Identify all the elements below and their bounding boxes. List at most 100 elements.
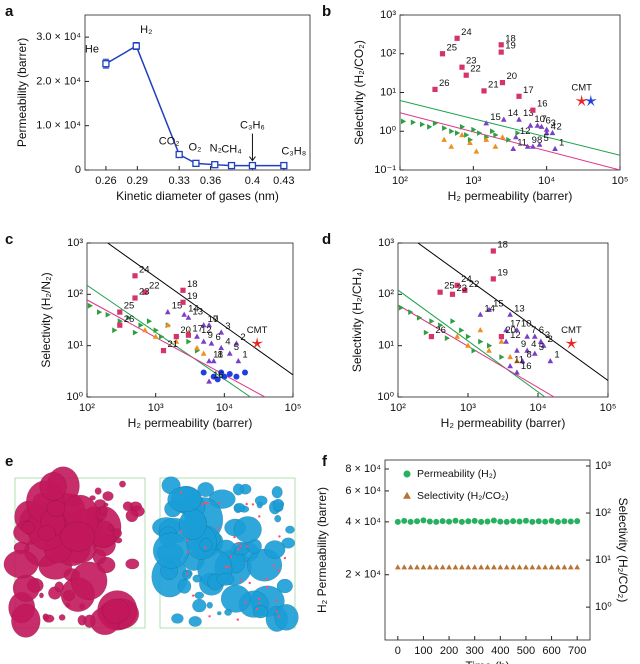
x-tick-label: 600 (542, 645, 560, 657)
x-axis-title: Kinetic diameter of gases (nm) (116, 189, 279, 203)
point (87, 302, 93, 309)
point (549, 129, 556, 136)
plot-area (400, 100, 620, 170)
point (427, 564, 433, 570)
point (420, 564, 427, 570)
point (465, 342, 471, 348)
x-tick-label: 0 (395, 645, 401, 657)
point-label: 20 (505, 325, 516, 336)
molecule (258, 515, 261, 518)
point (554, 518, 561, 525)
point (206, 322, 212, 328)
point (423, 329, 429, 336)
point-label: 3 (225, 321, 230, 332)
y-tick-label: 10³ (67, 237, 83, 249)
point (514, 358, 520, 364)
point (507, 363, 513, 369)
point-label: 26 (124, 314, 135, 325)
x-tick-label: 0.33 (168, 175, 189, 187)
point (486, 306, 492, 312)
point (117, 318, 123, 324)
y-tick-label: 10⁰ (377, 391, 394, 403)
series-line (400, 100, 620, 156)
point (194, 344, 200, 351)
point-label: 8 (218, 350, 223, 361)
point (561, 518, 568, 525)
point (486, 347, 492, 353)
point-label: 2 (240, 332, 245, 343)
pore-blob (102, 598, 130, 624)
point (514, 327, 520, 333)
point-label: 15 (172, 301, 183, 312)
point (112, 327, 118, 334)
series-line (417, 243, 608, 381)
y2-axis-title: Selectivity (H₂/CO₂) (616, 498, 630, 603)
pore-blob (3, 549, 39, 579)
pore-blob (199, 538, 213, 552)
point-label: 5 (539, 342, 544, 353)
point-label: 20 (180, 325, 191, 336)
point (200, 338, 207, 344)
y-axis-title: Permeability (barrer) (15, 38, 29, 147)
point-label: 11 (517, 137, 527, 148)
point-label: CH₄ (221, 143, 242, 155)
molecule (274, 599, 278, 602)
point (477, 327, 484, 333)
legend-label: Selectivity (H₂/CO₂) (417, 490, 509, 502)
point (499, 134, 506, 140)
point (181, 311, 187, 317)
point (433, 518, 440, 525)
point (540, 342, 547, 348)
pore-blob (125, 558, 140, 570)
pore-blob (232, 483, 244, 496)
y2-tick-label: 10² (595, 507, 611, 519)
molecule (265, 586, 269, 589)
point-label: 16 (521, 361, 532, 372)
y-tick-label: 10⁰ (379, 125, 396, 137)
panel-letter: c (5, 231, 13, 248)
point-label: 10 (208, 314, 219, 325)
pore-blob (271, 485, 283, 499)
molecule (239, 545, 242, 548)
point (446, 518, 453, 525)
point (446, 564, 452, 570)
pore-blob (178, 508, 207, 541)
point (97, 309, 103, 315)
point (280, 161, 288, 170)
point-label: 22 (470, 64, 481, 75)
y-tick-label: 10¹ (67, 340, 83, 352)
point-label: 4 (551, 122, 556, 133)
point (514, 347, 520, 353)
pore-blob (122, 501, 133, 512)
series-line (400, 112, 620, 170)
plot-area (398, 243, 608, 397)
point (543, 126, 550, 132)
point-label: 18 (505, 33, 516, 44)
point (218, 369, 225, 376)
point-label: 14 (508, 108, 519, 119)
point-label: 15 (490, 112, 501, 123)
pore-blob (102, 491, 114, 502)
point (138, 322, 144, 329)
pore-blob (252, 605, 269, 619)
y-tick-label: 10³ (378, 237, 394, 249)
point (490, 248, 496, 254)
point (471, 517, 478, 524)
point-label: 15 (493, 298, 504, 309)
point-label: 21 (488, 79, 499, 90)
x-tick-label: 400 (491, 645, 509, 657)
point-label: 3 (545, 330, 550, 341)
point (584, 94, 597, 107)
point (567, 518, 574, 525)
point (458, 518, 465, 525)
pore-blob (188, 616, 202, 627)
point-label: 5 (544, 133, 549, 144)
point (242, 369, 249, 376)
point-label: 9 (532, 135, 537, 146)
x-tick-label: 10⁵ (600, 402, 617, 414)
pore-blob (224, 608, 233, 616)
point-label: CMT (247, 325, 268, 336)
y-tick-label: 2 × 10⁴ (345, 569, 381, 581)
point (523, 564, 529, 570)
